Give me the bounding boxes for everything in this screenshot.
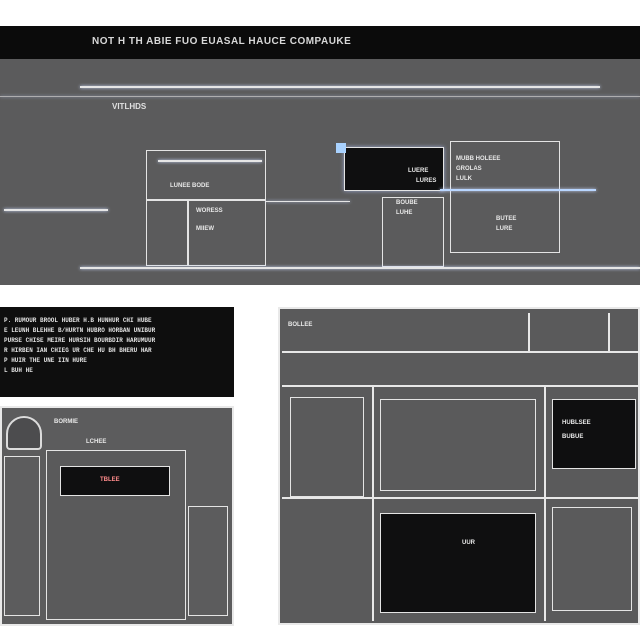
module-c-label-2: MIIEW: [196, 226, 214, 232]
right-scene-frame: [278, 307, 640, 625]
right-card-line-2: BUBUE: [562, 434, 584, 440]
right-top-rule: [282, 351, 640, 353]
text-line: P. RUMOUR BROOL HUBER H.B HUNHUR CHI HUB…: [4, 317, 152, 324]
module-f: [450, 141, 560, 253]
side-rack: [188, 506, 228, 616]
machine-dome: [6, 416, 42, 450]
column-1: [372, 385, 374, 621]
module-e: [382, 197, 444, 267]
module-f-line-2: GROLAS: [456, 166, 482, 172]
module-f-lower-1: BUTEE: [496, 216, 517, 222]
panel-subtitle: VITLHDS: [112, 102, 147, 111]
console-bottom: [380, 513, 536, 613]
right-card: [552, 399, 636, 469]
left-rule: [4, 209, 108, 211]
bottom-rule: [80, 267, 640, 269]
header-title: NOT H TH ABIE FUO EUASAL HAUCE COMPAUKE: [92, 36, 352, 47]
text-line: L BUH HE: [4, 367, 33, 374]
pillar-1: [528, 313, 530, 353]
machine-screen: [60, 466, 170, 496]
right-bay: [552, 507, 632, 611]
text-line: R HIRBEN IAN CHIEG UR CHE HU BH BHERU HA…: [4, 347, 152, 354]
scene-label-2: LCHEE: [86, 439, 107, 445]
accent-marker: [336, 143, 346, 153]
console-top: [380, 399, 536, 491]
module-f-rail: [440, 189, 596, 191]
module-f-line-1: MUBB HOLEEE: [456, 156, 501, 162]
module-e-label-1: BOUBE: [396, 200, 418, 206]
left-scene-frame: [0, 406, 234, 626]
header-bar: [0, 26, 640, 59]
left-bay: [290, 397, 364, 497]
left-scene-panel: BORMIE LCHEE TBLEE: [0, 406, 234, 626]
pillar-2: [608, 313, 610, 353]
right-low-rule: [282, 497, 640, 499]
right-mid-rule: [282, 385, 640, 387]
right-scene-panel: BOLLEE HUBLSEE BUBUE UUR: [278, 307, 640, 625]
module-a: [146, 150, 266, 200]
scene-label-3: TBLEE: [100, 477, 120, 483]
module-c-label-1: WORESS: [196, 208, 223, 214]
console-label: UUR: [462, 540, 475, 546]
module-b: [146, 200, 188, 266]
module-c: [188, 200, 266, 266]
text-block: P. RUMOUR BROOL HUBER H.B HUNHUR CHI HUB…: [0, 307, 234, 397]
module-d-label-2: LURES: [416, 178, 437, 184]
main-schematic-panel: VITLHDS LUNEE BODE WORESS MIIEW LUERE LU…: [0, 59, 640, 285]
text-line: E LEUNH BLEHHE B/HURTN HUBRO HORBAN UNIB…: [4, 327, 156, 334]
right-top-label: BOLLEE: [288, 322, 313, 328]
scene-label-1: BORMIE: [54, 419, 78, 425]
module-a-label: LUNEE BODE: [170, 183, 210, 189]
text-line: P HUIR THE UNE IIN HURE: [4, 357, 87, 364]
module-f-lower-2: LURE: [496, 226, 513, 232]
module-d: [344, 147, 444, 191]
left-rack: [4, 456, 40, 616]
column-2: [544, 385, 546, 621]
module-d-label-1: LUERE: [408, 168, 429, 174]
module-f-line-3: LULK: [456, 176, 472, 182]
module-e-label-2: LUHE: [396, 210, 413, 216]
text-line: PURSE CHISE MEIRE HURSIH BOURBDIR HARUMU…: [4, 337, 156, 344]
top-rule-2: [0, 96, 640, 97]
module-a-rail: [158, 160, 262, 162]
right-card-line-1: HUBLSEE: [562, 420, 591, 426]
connector-1: [266, 201, 350, 202]
top-rule: [80, 86, 600, 88]
